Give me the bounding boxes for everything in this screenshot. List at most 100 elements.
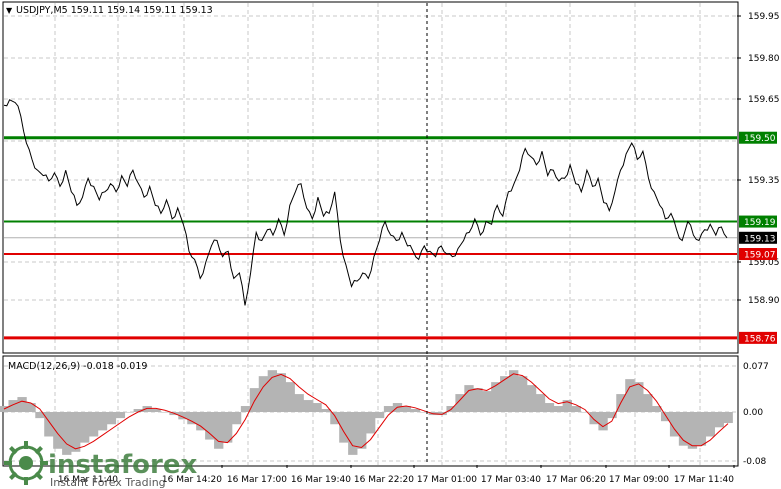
price-tick-label: 159.05	[748, 258, 780, 268]
macd-panel	[2, 355, 739, 467]
macd-bar	[276, 373, 286, 412]
current-price-badge	[739, 231, 777, 244]
macd-bar	[660, 412, 671, 422]
macd-bar	[410, 409, 421, 412]
macd-bar	[500, 376, 510, 412]
time-tick-label: 17 Mar 06:20	[546, 475, 606, 485]
macd-bar	[303, 400, 313, 412]
macd-tick-label: -0.08	[743, 457, 767, 467]
macd-bar	[482, 391, 492, 412]
macd-bar	[240, 406, 251, 412]
macd-bar	[79, 412, 90, 443]
time-axis: 16 Mar 11:40 16 Mar 14:20 16 Mar 17:00 16 M…	[58, 465, 735, 485]
watermark-tagline: Instant Forex Trading	[50, 476, 166, 489]
macd-bar	[526, 385, 537, 412]
macd-signal-line	[3, 373, 729, 450]
current-price-label: 159.13	[744, 234, 776, 244]
macd-bar	[580, 412, 590, 413]
macd-bar	[205, 412, 215, 440]
level-badges: 159.50 159.19 159.07 158.76 159.13	[739, 131, 777, 344]
macd-bar	[357, 412, 367, 449]
macd-bar	[374, 412, 385, 419]
macd-bar	[151, 409, 161, 412]
time-tick-label: 16 Mar 11:40	[58, 475, 118, 485]
price-line	[3, 99, 728, 306]
macd-bar	[62, 412, 72, 455]
macd-bar	[589, 412, 599, 425]
macd-header: MACD(12,26,9) -0.018 -0.019	[8, 361, 147, 372]
macd-bar	[553, 406, 564, 412]
macd-bar	[133, 409, 143, 412]
macd-bar	[8, 400, 18, 412]
macd-bar	[598, 412, 608, 431]
macd-bar	[222, 412, 233, 443]
price-series	[3, 99, 728, 306]
macd-bar	[97, 412, 108, 431]
price-tick-label: 158.90	[748, 296, 780, 306]
macd-bar	[196, 412, 206, 431]
macd-bar	[643, 394, 653, 412]
instaforex-watermark: instaforex Instant Forex Trading	[4, 441, 198, 489]
macd-bar	[401, 406, 412, 412]
macd-bar	[634, 382, 644, 412]
macd-bar	[464, 385, 474, 412]
macd-bar	[214, 412, 224, 449]
level-badge	[739, 331, 777, 344]
price-axis: 159.95 159.80 159.65 159.35 159.05 158.90	[737, 12, 780, 306]
macd-bar	[178, 412, 188, 420]
macd-bar	[625, 379, 635, 412]
time-tick-label: 17 Mar 01:00	[417, 475, 477, 485]
macd-bar	[491, 382, 501, 412]
macd-bar	[88, 412, 99, 437]
macd-bar	[26, 403, 36, 412]
watermark-brand: instaforex	[48, 450, 198, 480]
macd-bar	[267, 370, 278, 412]
macd-bar	[258, 376, 269, 412]
macd-bar	[106, 412, 117, 425]
macd-bar	[160, 412, 170, 413]
macd-bar	[705, 412, 715, 437]
macd-tick-label: 0.077	[743, 362, 769, 372]
price-tick-label: 159.35	[748, 176, 780, 186]
macd-bar	[473, 388, 483, 412]
time-tick-label: 16 Mar 14:20	[162, 475, 222, 485]
level-badge-label: 159.19	[744, 218, 776, 228]
macd-bar	[312, 403, 322, 412]
time-tick-label: 17 Mar 11:40	[674, 475, 734, 485]
macd-bar	[455, 394, 465, 412]
level-badge	[739, 215, 777, 228]
macd-bar	[330, 412, 340, 425]
macd-bar	[44, 412, 54, 437]
macd-bar	[366, 412, 376, 434]
macd-bar	[187, 412, 197, 425]
chart-header: USDJPY,M5 159.11 159.14 159.11 159.13	[16, 5, 213, 16]
macd-bar	[652, 406, 662, 412]
macd-bar	[607, 412, 617, 419]
macd-bar	[124, 412, 135, 413]
macd-bar	[285, 382, 295, 412]
price-tick-label: 159.80	[748, 54, 780, 64]
macd-axis: 0.077 0.00 -0.08	[743, 362, 769, 467]
time-tick-label: 17 Mar 09:00	[609, 475, 669, 485]
price-tick-label: 159.65	[748, 95, 780, 105]
level-badge-label: 159.50	[744, 134, 776, 144]
price-tick-label: 159.95	[748, 12, 780, 22]
chart-header-arrow: ▼	[6, 6, 13, 15]
time-tick-label: 17 Mar 03:40	[481, 475, 541, 485]
macd-bar	[231, 412, 242, 425]
macd-bar	[544, 403, 555, 412]
level-badge	[739, 248, 777, 261]
macd-bar	[142, 406, 152, 412]
macd-bar	[115, 412, 126, 419]
macd-signal-series	[3, 373, 729, 450]
macd-bar	[71, 412, 81, 452]
level-badge-label: 159.07	[744, 251, 776, 261]
macd-bar	[714, 412, 724, 428]
macd-bar	[321, 409, 331, 412]
macd-bar	[571, 406, 581, 412]
time-tick-label: 16 Mar 17:00	[227, 475, 287, 485]
macd-bar	[562, 400, 572, 412]
macd-bar	[723, 412, 733, 424]
macd-bar	[383, 406, 394, 412]
